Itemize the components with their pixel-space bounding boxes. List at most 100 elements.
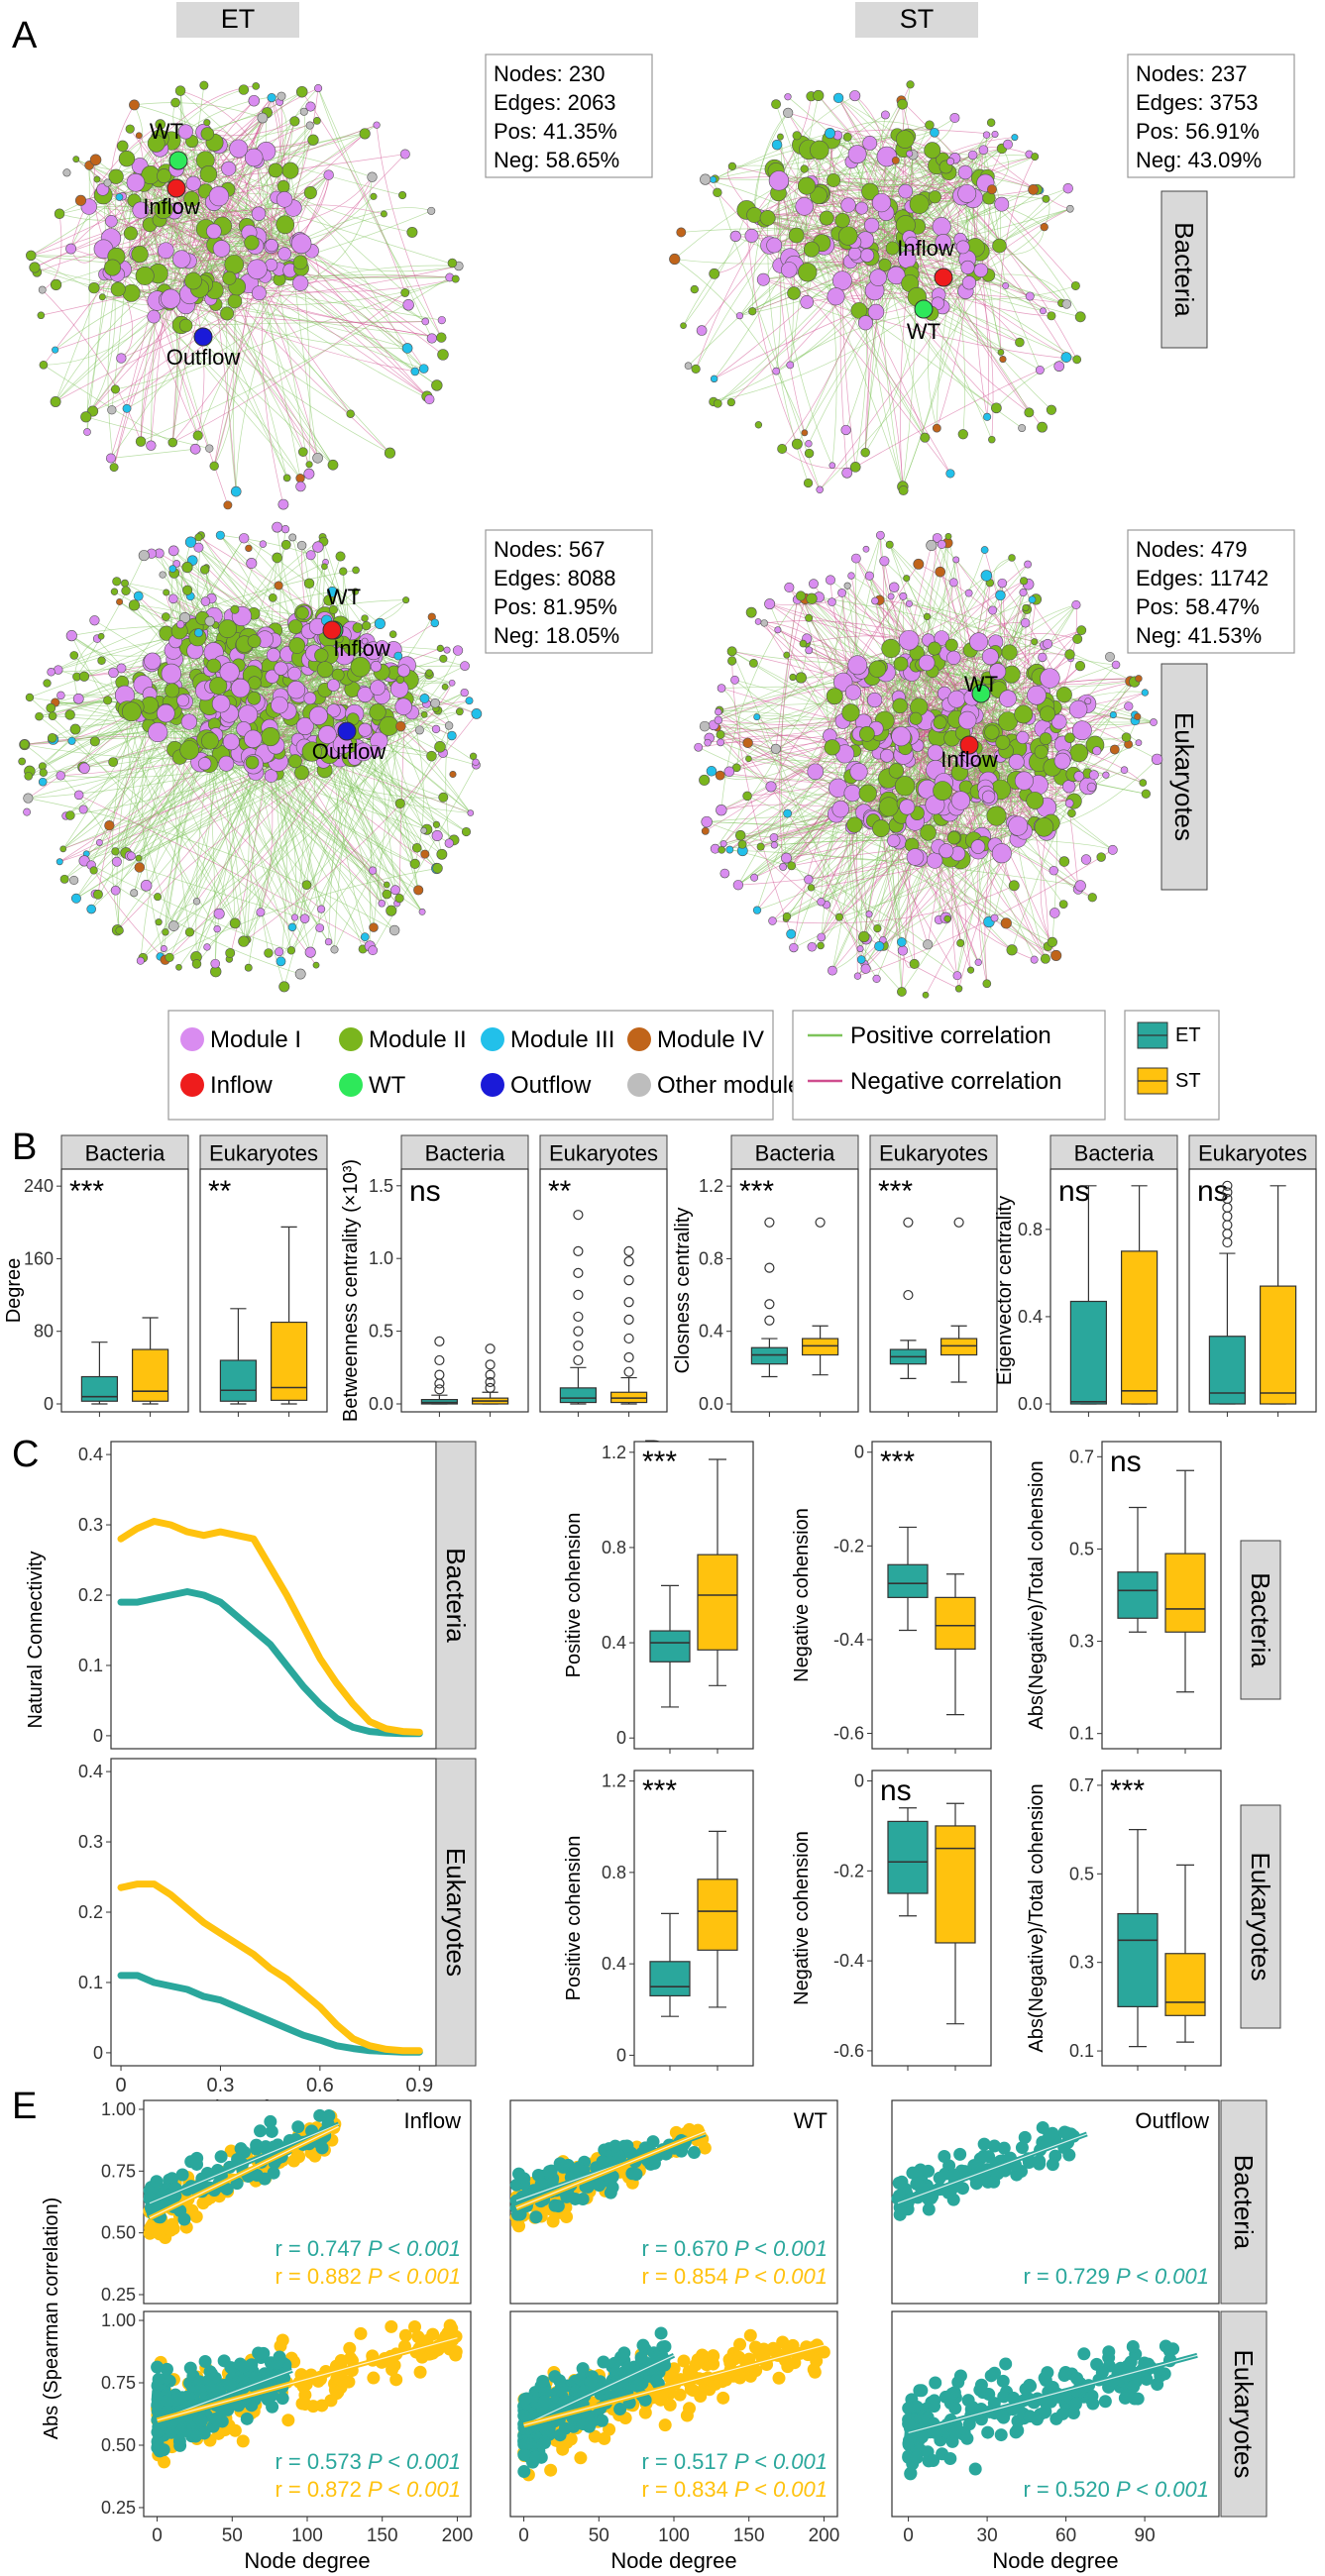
node-other — [414, 725, 424, 735]
node-modulei — [1019, 588, 1028, 597]
positive-edge — [179, 90, 405, 293]
node-modulei — [906, 150, 914, 158]
node-modulei — [276, 191, 293, 208]
y-tick-label: 80 — [34, 1322, 54, 1342]
node-modulei — [378, 900, 386, 908]
y-tick-label: -0.4 — [833, 1951, 864, 1971]
node-other — [1018, 424, 1027, 432]
node-moduleii — [111, 847, 120, 856]
node-moduleii — [50, 278, 62, 291]
node-modulei — [247, 259, 268, 279]
node-modulei — [140, 880, 153, 892]
node-moduleiii — [1060, 352, 1072, 363]
node-other — [760, 619, 768, 627]
negative-edge — [284, 176, 373, 226]
node-modulei — [934, 630, 949, 646]
node-moduleii — [400, 288, 410, 297]
negative-edge — [984, 780, 1017, 984]
node-moduleii — [434, 741, 446, 753]
node-moduleii — [346, 409, 355, 418]
node-moduleii — [1047, 936, 1057, 948]
node-modulei — [837, 588, 847, 597]
negative-edge — [52, 664, 222, 716]
node-moduleii — [362, 621, 372, 631]
y-tick-label: 0.8 — [699, 1248, 723, 1268]
network-stat: Nodes: 237 — [1136, 61, 1248, 86]
node-moduleii — [1070, 280, 1080, 290]
positive-edge — [131, 711, 236, 924]
node-moduleii — [112, 577, 122, 587]
node-moduleiii — [783, 808, 793, 818]
node-moduleii — [680, 322, 687, 330]
node-modulei — [932, 217, 951, 237]
node-moduleii — [321, 563, 328, 571]
box — [750, 1346, 789, 1365]
inflow-marker-label: Inflow — [143, 194, 200, 219]
node-other — [257, 112, 269, 124]
box — [939, 1338, 978, 1356]
node-modulei — [271, 696, 288, 714]
node-modulei — [265, 238, 278, 253]
node-moduleii — [420, 710, 428, 718]
node-moduleii — [88, 281, 100, 294]
node-modulei — [304, 946, 316, 958]
node-moduleii — [268, 592, 277, 602]
node-moduleii — [1034, 817, 1054, 837]
node-modulei — [981, 648, 999, 666]
node-moduleiv — [74, 194, 87, 206]
box — [1117, 1571, 1159, 1619]
positive-edge — [227, 133, 366, 190]
negative-edge — [751, 226, 919, 237]
positive-edge — [778, 180, 833, 466]
node-moduleii — [230, 604, 240, 614]
node-modulei — [246, 558, 258, 570]
legend: Module I Module II Module III Module IVInfl… — [167, 1010, 1220, 1121]
y-tick-label: 240 — [24, 1176, 54, 1196]
node-moduleii — [754, 421, 763, 429]
node-moduleii — [201, 731, 219, 750]
node-moduleii — [220, 306, 234, 321]
node-modulei — [132, 201, 150, 219]
node-modulei — [221, 161, 237, 176]
node-moduleii — [885, 241, 900, 256]
node-modulei — [437, 316, 446, 325]
positive-edge — [681, 228, 963, 246]
y-tick-label: 1.5 — [369, 1176, 393, 1196]
y-axis-title: Degree — [3, 1258, 25, 1324]
node-modulei — [248, 94, 260, 107]
node-modulei — [1102, 771, 1110, 779]
node-modulei — [1107, 844, 1118, 855]
node-moduleii — [873, 923, 882, 933]
negative-edge — [871, 156, 1036, 250]
positive-edge — [739, 139, 832, 316]
negative-edge — [1001, 853, 1047, 959]
node-moduleiv — [701, 826, 710, 835]
node-moduleii — [451, 274, 460, 283]
node-moduleiii — [753, 713, 761, 721]
node-moduleii — [841, 703, 860, 722]
node-modulei — [856, 945, 864, 953]
node-modulei — [862, 545, 870, 553]
node-moduleii — [93, 175, 101, 183]
node-other — [420, 826, 427, 834]
node-modulei — [849, 90, 861, 102]
node-modulei — [958, 710, 977, 730]
node-modulei — [467, 809, 475, 816]
box — [887, 1820, 929, 1894]
node-modulei — [981, 790, 996, 804]
node-moduleii — [184, 927, 195, 937]
node-modulei — [828, 965, 837, 976]
node-modulei — [694, 742, 704, 752]
node-moduleii — [827, 172, 841, 187]
positive-edge — [776, 312, 932, 372]
legend-swatch-moduleiii — [481, 1027, 504, 1051]
node-moduleii — [18, 757, 27, 766]
node-moduleiii — [725, 845, 734, 854]
node-moduleii — [281, 161, 299, 179]
node-modulei — [973, 263, 988, 277]
positive-edge — [166, 299, 390, 454]
node-moduleii — [191, 959, 202, 969]
y-axis-title: Positive cohension — [563, 1836, 585, 2001]
node-modulei — [394, 698, 412, 715]
node-modulei — [1150, 718, 1158, 726]
